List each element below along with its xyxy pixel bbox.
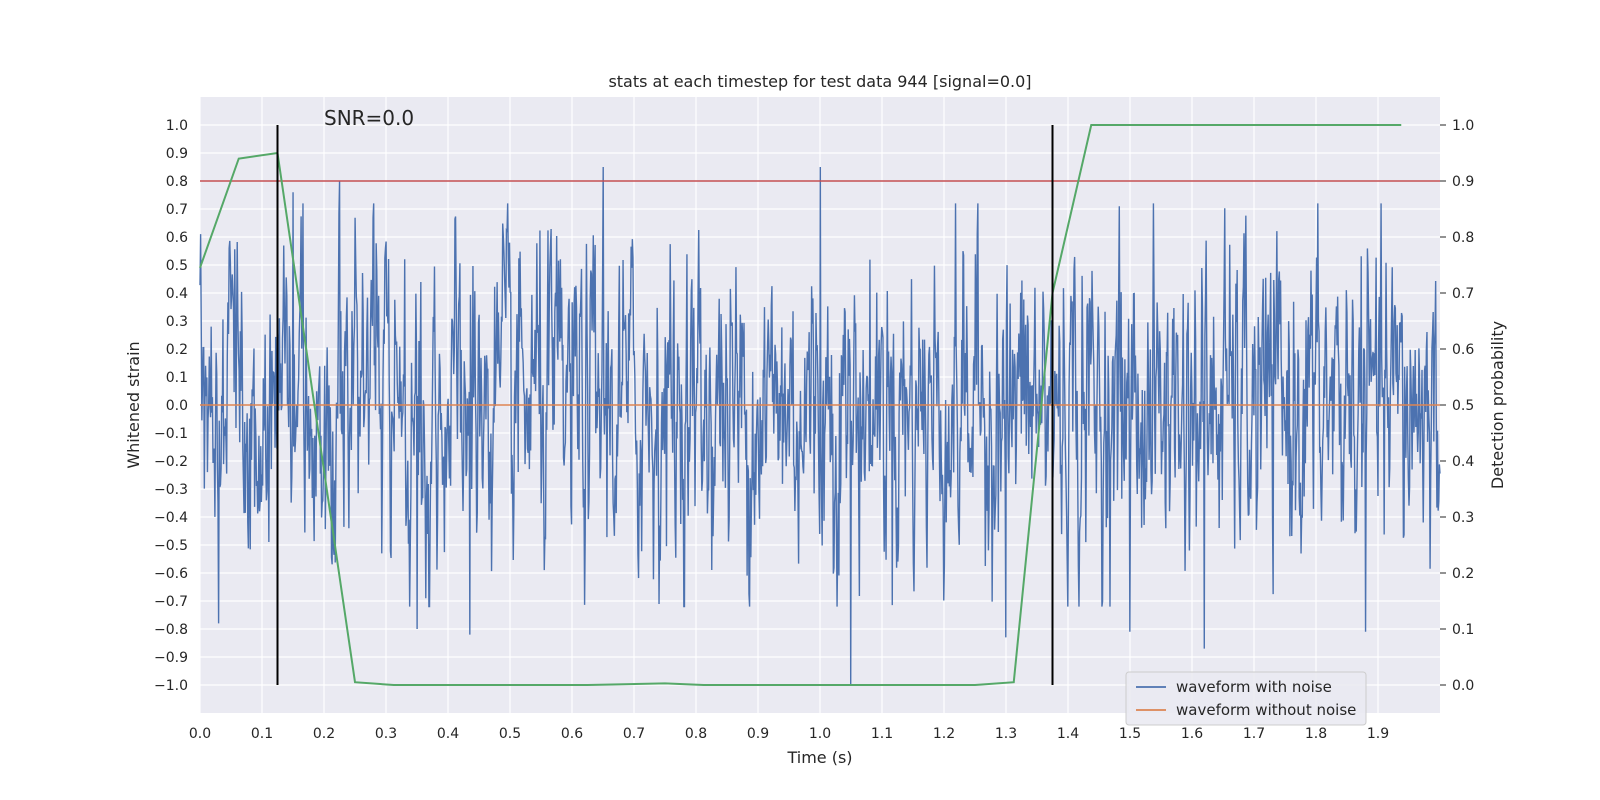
y-tick-label: −0.4 bbox=[154, 510, 188, 526]
chart-title: stats at each timestep for test data 944… bbox=[608, 72, 1031, 91]
y2-tick-label: 0.8 bbox=[1452, 230, 1474, 246]
y2-tick-label: 0.3 bbox=[1452, 510, 1474, 526]
x-tick-label: 1.3 bbox=[995, 726, 1017, 742]
x-tick-label: 1.2 bbox=[933, 726, 955, 742]
y-tick-label: −0.3 bbox=[154, 482, 188, 498]
y2-tick-label: 0.0 bbox=[1452, 678, 1474, 694]
y-tick-label: −0.2 bbox=[154, 454, 188, 470]
y-tick-label: −1.0 bbox=[154, 678, 188, 694]
y-tick-label: 1.0 bbox=[166, 118, 188, 134]
x-tick-label: 0.4 bbox=[437, 726, 459, 742]
y2-axis-label: Detection probability bbox=[1488, 321, 1507, 489]
x-tick-label: 0.2 bbox=[313, 726, 335, 742]
y-tick-label: −0.1 bbox=[154, 426, 188, 442]
x-tick-label: 0.8 bbox=[685, 726, 707, 742]
series-detection-probability bbox=[199, 124, 1402, 686]
y2-tick-label: 0.2 bbox=[1452, 566, 1474, 582]
snr-annotation: SNR=0.0 bbox=[324, 106, 414, 130]
x-tick-label: 1.5 bbox=[1119, 726, 1141, 742]
legend-label-clean: waveform without noise bbox=[1176, 701, 1356, 719]
y-tick-label: 0.5 bbox=[166, 258, 188, 274]
legend: waveform with noise waveform without noi… bbox=[1125, 671, 1367, 726]
x-tick-label: 1.9 bbox=[1367, 726, 1389, 742]
y-tick-label: 0.7 bbox=[166, 202, 188, 218]
x-tick-label: 1.6 bbox=[1181, 726, 1203, 742]
y-tick-label: −0.5 bbox=[154, 538, 188, 554]
y2-tick-label: 0.7 bbox=[1452, 286, 1474, 302]
y-tick-label: 0.2 bbox=[166, 342, 188, 358]
x-axis-ticks: 0.0 0.1 0.2 0.3 0.4 0.5 0.6 0.7 0.8 0.9 1.0 1.1 1.2 1… bbox=[189, 726, 1389, 742]
x-tick-label: 1.4 bbox=[1057, 726, 1079, 742]
x-tick-label: 0.5 bbox=[499, 726, 521, 742]
series-waveform-with-noise bbox=[199, 166, 1441, 686]
x-tick-label: 1.0 bbox=[809, 726, 831, 742]
y-tick-label: 0.8 bbox=[166, 174, 188, 190]
y2-tick-label: 0.6 bbox=[1452, 342, 1474, 358]
y2-tick-label: 0.1 bbox=[1452, 622, 1474, 638]
y-tick-label: 0.1 bbox=[166, 370, 188, 386]
x-axis-label: Time (s) bbox=[786, 748, 852, 767]
series-line-waveform-with-noise bbox=[199, 166, 1441, 686]
y2-tick-label: 0.5 bbox=[1452, 398, 1474, 414]
series-line-detection-probability bbox=[199, 124, 1402, 686]
y-axis-ticks: 1.0 0.9 0.8 0.7 0.6 0.5 0.4 0.3 0.2 0.1 0.0 −0.1 −0.… bbox=[154, 118, 188, 694]
y-tick-label: 0.4 bbox=[166, 286, 188, 302]
legend-box bbox=[1125, 671, 1367, 726]
y-tick-label: −0.7 bbox=[154, 594, 188, 610]
event-markers bbox=[276, 125, 1054, 685]
y-tick-label: −0.6 bbox=[154, 566, 188, 582]
x-tick-label: 0.6 bbox=[561, 726, 583, 742]
y2-tick-label: 0.9 bbox=[1452, 174, 1474, 190]
y-tick-label: 0.0 bbox=[166, 398, 188, 414]
y-tick-label: −0.8 bbox=[154, 622, 188, 638]
y-axis-label: Whitened strain bbox=[124, 341, 143, 468]
y-tick-label: 0.9 bbox=[166, 146, 188, 162]
x-tick-label: 0.7 bbox=[623, 726, 645, 742]
y-tick-label: 0.6 bbox=[166, 230, 188, 246]
y2-axis-ticks: 1.0 0.9 0.8 0.7 0.6 0.5 0.4 0.3 0.2 0.1 0.0 bbox=[1440, 118, 1474, 694]
y2-tick-label: 1.0 bbox=[1452, 118, 1474, 134]
legend-label-noise: waveform with noise bbox=[1176, 678, 1332, 696]
x-tick-label: 1.8 bbox=[1305, 726, 1327, 742]
x-tick-label: 0.1 bbox=[251, 726, 273, 742]
y-tick-label: −0.9 bbox=[154, 650, 188, 666]
x-tick-label: 1.7 bbox=[1243, 726, 1265, 742]
x-tick-label: 0.3 bbox=[375, 726, 397, 742]
y2-tick-label: 0.4 bbox=[1452, 454, 1474, 470]
x-tick-label: 0.9 bbox=[747, 726, 769, 742]
x-tick-label: 1.1 bbox=[871, 726, 893, 742]
x-tick-label: 0.0 bbox=[189, 726, 211, 742]
y-tick-label: 0.3 bbox=[166, 314, 188, 330]
